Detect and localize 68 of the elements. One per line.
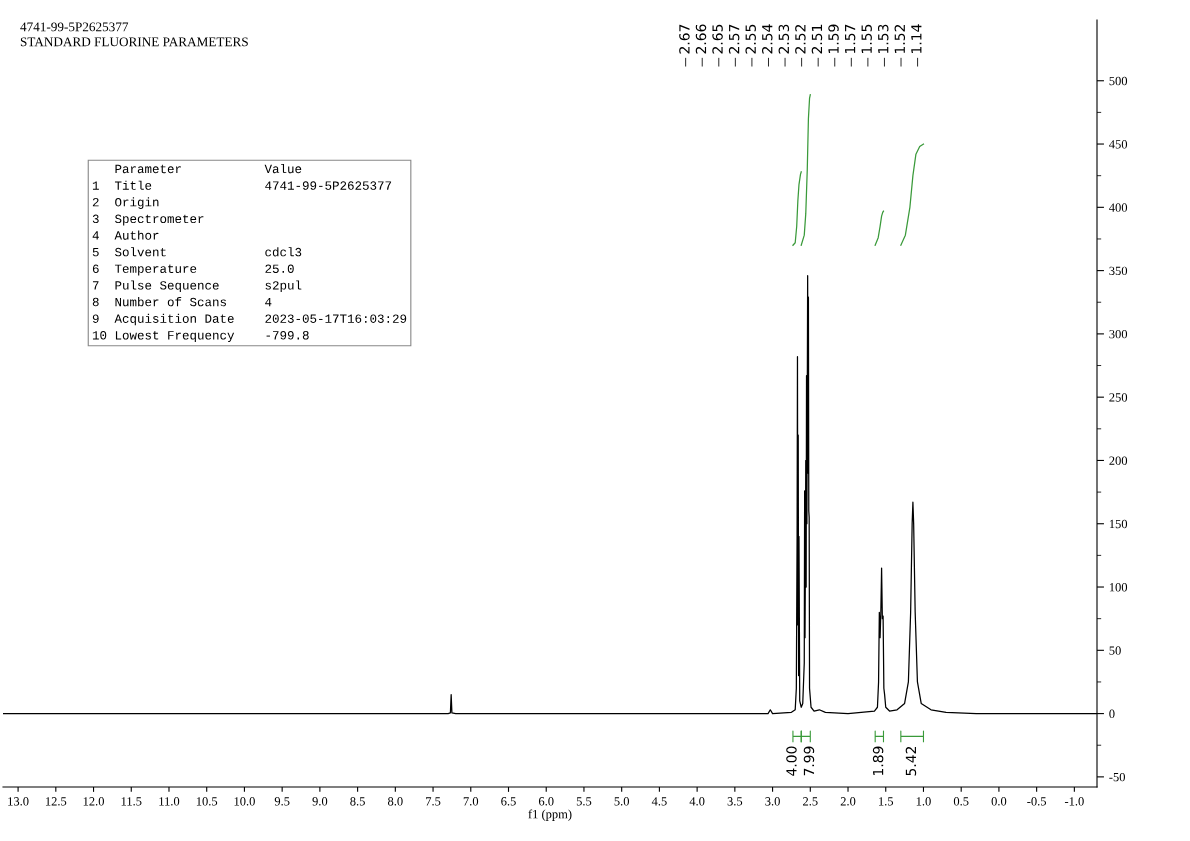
text: Parameter Value 1 Title 4741-99-5P2625377 2 Origin 3 Spectrometer 4 Author 5 Solvent cdcl3 6 Temperature 25.0 7 Pulse Sequence s2pul 8 Number of Scans 4 9 Acquisition Date 2023-05-17T16:03:29 10 Lowest Frequency -799.8 <box>92 164 407 342</box>
line-series <box>800 94 811 246</box>
annotation: 2.57 <box>728 24 740 54</box>
annotation: 2.67 <box>679 24 690 54</box>
annotation: 1.14 <box>911 24 922 53</box>
x-tick-label: 4.5 <box>651 797 667 806</box>
x-tick-label: 10.0 <box>234 797 255 806</box>
x-tick-label: 8.5 <box>350 797 365 806</box>
annotation: 2.66 <box>695 24 707 54</box>
y-tick-label: -50 <box>1109 772 1125 782</box>
chart-title: 4741-99-5P2625377 <box>20 22 129 32</box>
y-tick-label: 500 <box>1109 76 1128 86</box>
x-tick-label: 6.5 <box>501 797 516 806</box>
annotation: 2.55 <box>745 24 756 54</box>
x-tick-label: 3.5 <box>727 797 743 806</box>
x-tick-label: -0.5 <box>1027 797 1047 806</box>
x-tick-label: 7.0 <box>463 797 479 806</box>
x-tick-label: 3.0 <box>765 797 780 806</box>
x-tick-label: 11.0 <box>159 797 180 806</box>
x-tick-label: 11.5 <box>121 797 142 806</box>
annotation: 5.42 <box>905 746 917 776</box>
line-series <box>900 143 925 246</box>
y-tick-label: 150 <box>1109 519 1128 529</box>
x-tick-label: 6.0 <box>538 797 554 806</box>
y-tick-label: 350 <box>1109 266 1128 276</box>
annotation: 1.57 <box>845 24 856 53</box>
annotation: 7.99 <box>803 746 815 776</box>
annotation: 2.65 <box>712 24 723 54</box>
x-tick-label: 12.0 <box>83 797 104 806</box>
text: STANDARD FLUORINE PARAMETERS <box>20 37 248 47</box>
x-tick-label: 12.5 <box>45 797 67 806</box>
x-tick-label: 2.0 <box>840 797 856 806</box>
x-tick-label: 8.0 <box>388 797 403 806</box>
x-tick-label: 2.5 <box>803 797 818 806</box>
annotation: 2.54 <box>762 24 773 54</box>
line-series <box>874 210 885 246</box>
annotation: 1.52 <box>894 24 906 53</box>
y-tick-label: 0 <box>1109 709 1115 719</box>
y-tick-label: 450 <box>1109 140 1128 149</box>
annotation: 1.53 <box>877 24 889 53</box>
y-tick-label: 50 <box>1109 646 1121 655</box>
y-tick-label: 300 <box>1109 329 1128 339</box>
annotation: 1.55 <box>861 24 872 53</box>
y-tick-label: 200 <box>1109 456 1128 465</box>
annotation: 4.00 <box>786 746 797 776</box>
x-tick-label: 10.5 <box>196 797 218 806</box>
x-axis-title: f1 (ppm) <box>528 809 572 821</box>
x-tick-label: 7.5 <box>426 797 441 806</box>
x-tick-label: 9.5 <box>274 797 290 806</box>
x-tick-label: 13.0 <box>8 797 29 806</box>
y-tick-label: 100 <box>1109 583 1128 592</box>
x-tick-label: 1.5 <box>879 797 894 806</box>
annotation: 1.59 <box>828 24 839 53</box>
x-tick-label: 4.0 <box>689 797 705 806</box>
annotation: 2.53 <box>778 24 790 54</box>
x-tick-label: 1.0 <box>916 797 931 806</box>
x-tick-label: 9.0 <box>312 797 328 806</box>
y-tick-label: 400 <box>1109 203 1128 212</box>
x-tick-label: 0.0 <box>991 797 1007 806</box>
annotation: 2.52 <box>795 24 806 54</box>
x-tick-label: 5.5 <box>576 797 592 806</box>
x-tick-label: -1.0 <box>1064 797 1084 806</box>
annotation: 1.89 <box>872 746 884 775</box>
x-tick-label: 5.0 <box>614 797 630 806</box>
y-tick-label: 250 <box>1109 393 1128 402</box>
annotation: 2.51 <box>811 24 823 54</box>
line-series <box>792 171 802 246</box>
x-tick-label: 0.5 <box>953 797 969 806</box>
